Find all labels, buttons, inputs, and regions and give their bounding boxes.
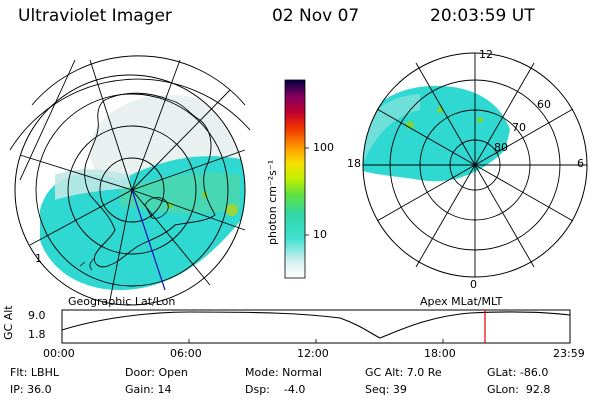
altitude-plot — [61, 309, 571, 344]
apex-map — [362, 52, 588, 278]
status-gc-alt: GC Alt: 7.0 Re — [365, 366, 442, 379]
lat-label-70: 70 — [512, 121, 526, 134]
altitude-ylabel: GC Alt — [2, 305, 15, 340]
mlt-label-0: 0 — [470, 278, 477, 291]
status-gain: Gain: 14 — [125, 383, 172, 396]
lat-label-80: 80 — [494, 141, 508, 154]
altitude-ytick-max: 9.0 — [28, 309, 46, 322]
xtick-0000: 00:00 — [43, 347, 75, 360]
xtick-0600: 06:00 — [170, 347, 202, 360]
satellite-track — [131, 189, 166, 291]
geo-caption: Geographic Lat/Lon — [68, 295, 176, 308]
geographic-map — [9, 55, 251, 306]
colorbar-unit-label: photon cm⁻²s⁻¹ — [266, 159, 279, 245]
mlt-label-12: 12 — [479, 48, 493, 61]
geo-limb — [14, 74, 246, 306]
status-door: Door: Open — [125, 366, 188, 379]
instrument-title: Ultraviolet Imager — [18, 6, 172, 26]
lat-label-60: 60 — [537, 98, 551, 111]
coastline — [84, 92, 216, 268]
xtick-2359: 23:59 — [553, 347, 585, 360]
altitude-ytick-min: 1.8 — [28, 328, 46, 341]
apex-grid — [363, 53, 587, 277]
status-flt: Flt: LBHL — [10, 366, 59, 379]
colorbar — [284, 79, 309, 279]
altitude-curve — [61, 311, 571, 339]
xtick-1800: 18:00 — [424, 347, 456, 360]
xtick-1200: 12:00 — [297, 347, 329, 360]
apex-caption: Apex MLat/MLT — [420, 295, 503, 308]
mlt-label-6: 6 — [577, 157, 584, 170]
status-glon: GLon: 92.8 — [487, 383, 551, 396]
geo-emission-layer — [40, 95, 245, 290]
status-mode: Mode: Normal — [245, 366, 322, 379]
mlt-label-18: 18 — [347, 157, 361, 170]
observation-date: 02 Nov 07 — [272, 6, 360, 26]
status-dsp: Dsp: -4.0 — [245, 383, 306, 396]
colorbar-tick-10: 10 — [313, 228, 327, 241]
status-seq: Seq: 39 — [365, 383, 407, 396]
observation-time: 20:03:59 UT — [430, 6, 535, 26]
status-glat: GLat: -86.0 — [487, 366, 549, 379]
colorbar-tick-100: 100 — [313, 141, 334, 154]
status-ip: IP: 36.0 — [10, 383, 52, 396]
geo-edge-label: 1 — [35, 252, 42, 265]
